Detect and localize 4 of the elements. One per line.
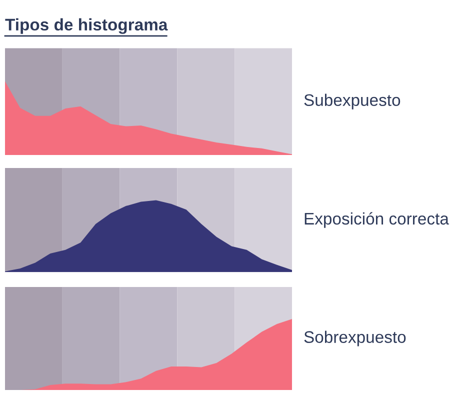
text: Subexpuesto	[304, 94, 400, 110]
text: Exposición correcta	[304, 212, 449, 228]
chart-title: Tipos de histograma	[5, 18, 168, 34]
text: Sobrexpuesto	[304, 330, 406, 346]
